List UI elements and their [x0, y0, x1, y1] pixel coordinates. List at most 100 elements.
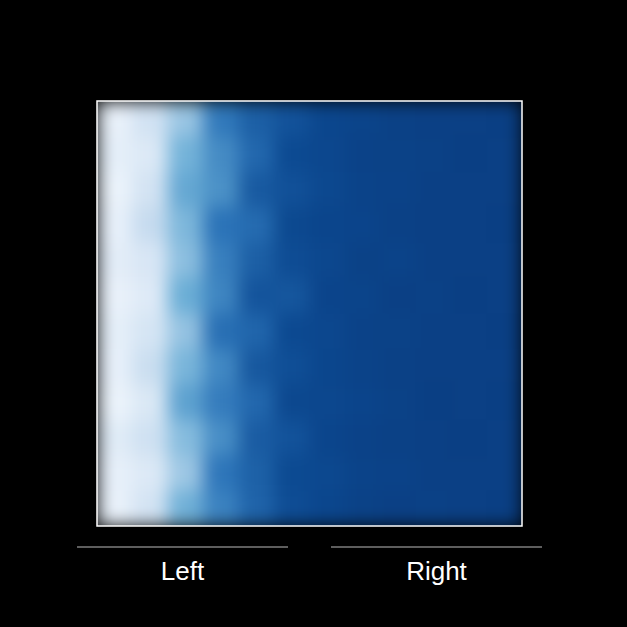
group-line	[331, 547, 542, 548]
heatmap-cell	[416, 314, 452, 350]
heatmap-cell	[132, 172, 168, 208]
heatmap-cell	[345, 314, 381, 350]
heatmap-cell	[380, 172, 416, 208]
heatmap-cell	[487, 420, 522, 456]
heatmap-cell	[380, 101, 416, 137]
heatmap-cell	[451, 207, 487, 243]
heatmap-cell	[274, 491, 310, 526]
heatmap-cell	[132, 455, 168, 491]
heatmap-cell	[310, 243, 346, 279]
group-label: Left	[161, 556, 205, 586]
heatmap-cell	[274, 420, 310, 456]
heatmap-cell	[451, 243, 487, 279]
heatmap-cell	[451, 384, 487, 420]
heatmap-cell	[239, 243, 275, 279]
heatmap-cell	[416, 101, 452, 137]
heatmap-cell	[380, 455, 416, 491]
heatmap-cell	[487, 207, 522, 243]
heatmap-cell	[451, 455, 487, 491]
heatmap-cell	[97, 491, 133, 526]
heatmap-cell	[310, 172, 346, 208]
heatmap-cell	[345, 420, 381, 456]
heatmap-cell	[239, 384, 275, 420]
heatmap-cell	[345, 455, 381, 491]
heatmap-cell	[380, 207, 416, 243]
heatmap-cell	[97, 243, 133, 279]
heatmap-cell	[239, 420, 275, 456]
heatmap-cell	[416, 349, 452, 385]
heatmap-cell	[203, 278, 239, 314]
heatmap-cell	[239, 207, 275, 243]
heatmap-cell	[274, 243, 310, 279]
heatmap-cell	[239, 314, 275, 350]
background	[0, 0, 627, 627]
heatmap-cell	[239, 172, 275, 208]
group-line	[77, 547, 288, 548]
heatmap-cell	[451, 101, 487, 137]
heatmap-cell	[203, 455, 239, 491]
heatmap-cell	[239, 491, 275, 526]
heatmap-cell	[168, 278, 204, 314]
heatmap-cell	[239, 349, 275, 385]
heatmap-cell	[203, 101, 239, 137]
heatmap-cell	[274, 314, 310, 350]
heatmap-cell	[451, 491, 487, 526]
heatmap-cell	[487, 278, 522, 314]
heatmap-cell	[451, 349, 487, 385]
heatmap-cell	[487, 455, 522, 491]
heatmap-cell	[310, 420, 346, 456]
heatmap-cell	[168, 314, 204, 350]
heatmap-cell	[451, 420, 487, 456]
heatmap-cell	[451, 314, 487, 350]
heatmap-cell	[132, 349, 168, 385]
heatmap-cell	[487, 136, 522, 172]
heatmap-cell	[168, 349, 204, 385]
heatmap-cell	[380, 314, 416, 350]
heatmap-cell	[203, 172, 239, 208]
heatmap-cell	[132, 420, 168, 456]
heatmap-cell	[380, 384, 416, 420]
heatmap-cell	[97, 278, 133, 314]
heatmap-cell	[310, 136, 346, 172]
heatmap-cell	[310, 491, 346, 526]
heatmap-cell	[203, 314, 239, 350]
plot-area	[97, 101, 522, 526]
heatmap-cell	[203, 420, 239, 456]
heatmap-cell	[345, 349, 381, 385]
heatmap-cell	[239, 278, 275, 314]
heatmap-cell	[416, 136, 452, 172]
heatmap-cell	[310, 455, 346, 491]
heatmap-cell	[203, 384, 239, 420]
heatmap-cell	[97, 207, 133, 243]
heatmap-cell	[310, 384, 346, 420]
heatmap-cell	[380, 136, 416, 172]
heatmap-cell	[380, 420, 416, 456]
heatmap-cell	[310, 349, 346, 385]
heatmap-cell	[451, 278, 487, 314]
heatmap-cell	[380, 243, 416, 279]
heatmap-cell	[487, 384, 522, 420]
heatmap-cell	[416, 207, 452, 243]
heatmap-cell	[97, 314, 133, 350]
heatmap-cell	[345, 172, 381, 208]
heatmap-cell	[132, 136, 168, 172]
heatmap-cell	[132, 207, 168, 243]
heatmap-cell	[345, 207, 381, 243]
heatmap-cell	[416, 172, 452, 208]
heatmap-cell	[97, 101, 133, 137]
heatmap-cell	[203, 349, 239, 385]
heatmap-cell	[274, 278, 310, 314]
heatmap-cell	[274, 136, 310, 172]
chart-svg: LeftRight	[0, 0, 627, 627]
heatmap-cell	[97, 349, 133, 385]
heatmap-cell	[168, 172, 204, 208]
heatmap-cell	[416, 455, 452, 491]
heatmap-cell	[345, 243, 381, 279]
heatmap-cell	[203, 491, 239, 526]
heatmap-cell	[274, 101, 310, 137]
heatmap-cell	[97, 420, 133, 456]
heatmap-cell	[310, 207, 346, 243]
heatmap-cell	[203, 207, 239, 243]
heatmap-cell	[380, 349, 416, 385]
heatmap-cell	[345, 101, 381, 137]
